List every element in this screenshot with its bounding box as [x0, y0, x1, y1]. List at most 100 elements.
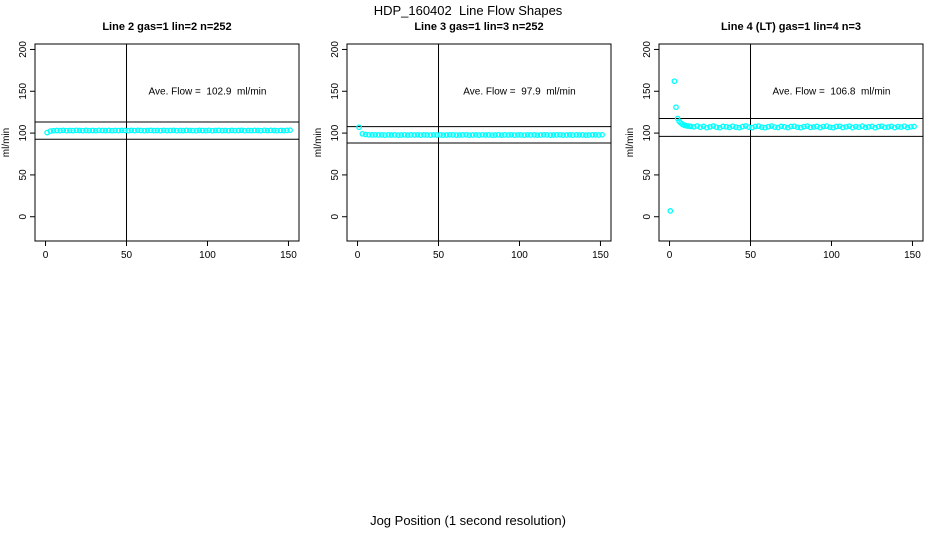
data-point — [427, 132, 434, 138]
data-point — [76, 127, 83, 134]
data-point — [267, 127, 274, 134]
data-point — [836, 123, 843, 130]
x-axis-label: Jog Position (1 second resolution) — [370, 513, 566, 528]
data-point — [203, 127, 209, 134]
data-point — [739, 123, 746, 130]
data-point — [576, 132, 583, 138]
data-point — [830, 124, 836, 131]
data-point — [515, 132, 521, 138]
data-point — [502, 132, 508, 138]
data-point — [742, 123, 749, 129]
data-point — [128, 127, 135, 134]
data-point — [518, 132, 524, 138]
data-point — [92, 127, 99, 134]
data-point — [366, 131, 372, 138]
data-point — [398, 132, 405, 138]
data-point — [537, 132, 544, 138]
data-point — [791, 123, 798, 130]
data-point — [550, 132, 557, 138]
y-tick-label: 100 — [642, 124, 653, 141]
data-point — [258, 127, 264, 134]
data-point — [801, 123, 807, 130]
x-tick-label: 150 — [280, 250, 297, 261]
data-point — [63, 127, 70, 134]
ave-flow-annotation: Ave. Flow = 106.8 ml/min — [773, 87, 891, 98]
data-point — [485, 132, 492, 138]
data-point — [459, 132, 466, 138]
data-point — [245, 127, 251, 134]
data-point — [378, 132, 385, 138]
data-point — [573, 131, 580, 138]
data-point — [794, 124, 801, 131]
data-point — [141, 127, 148, 134]
data-point — [472, 132, 479, 138]
data-point — [193, 127, 200, 134]
data-point — [463, 131, 469, 138]
data-point — [697, 124, 704, 131]
data-point — [362, 131, 369, 138]
plot-box — [658, 43, 924, 242]
data-point — [540, 131, 547, 138]
data-point — [112, 127, 119, 134]
data-point — [118, 127, 125, 134]
data-point — [421, 132, 427, 138]
y-axis-title: ml/min — [1, 128, 12, 157]
data-point — [755, 123, 762, 129]
panel-line2-title: Line 2 gas=1 lin=2 n=252 — [102, 21, 232, 33]
data-point — [820, 123, 827, 130]
data-point — [222, 127, 229, 134]
data-point — [579, 132, 586, 138]
data-point — [781, 124, 788, 130]
data-point — [807, 124, 814, 131]
data-point — [70, 127, 76, 134]
data-point — [385, 131, 392, 138]
data-point — [277, 127, 284, 134]
panel-line3: Line 3 gas=1 lin=3 n=252 0 50 100 150 0 50 100… — [312, 0, 624, 270]
data-point — [408, 132, 414, 138]
data-point — [788, 123, 794, 130]
data-point — [524, 131, 531, 138]
data-point — [241, 127, 248, 134]
data-point — [758, 124, 765, 131]
x-tick-label: 100 — [823, 250, 840, 261]
data-point — [856, 124, 862, 131]
data-point — [232, 127, 238, 134]
data-point — [904, 124, 911, 131]
data-point — [775, 124, 781, 131]
data-point — [814, 123, 820, 130]
data-point — [817, 124, 824, 131]
data-point — [228, 127, 235, 134]
y-tick-label: 50 — [642, 169, 653, 181]
data-point — [261, 127, 268, 134]
x-tick-label: 100 — [511, 250, 528, 261]
data-point — [167, 127, 174, 134]
data-point — [762, 124, 768, 131]
data-point — [469, 132, 476, 138]
y-tick-label: 200 — [330, 41, 341, 58]
data-point — [495, 131, 502, 138]
ave-flow-annotation: Ave. Flow = 97.9 ml/min — [463, 87, 575, 98]
data-point — [557, 131, 563, 138]
data-point — [440, 132, 447, 138]
data-point — [797, 124, 804, 131]
panel-line4: Line 4 (LT) gas=1 lin=4 n=3 0 50 100 150 0 50… — [624, 0, 936, 270]
data-point — [388, 132, 395, 138]
y-tick-label: 150 — [18, 82, 29, 99]
data-point — [89, 127, 96, 134]
data-point — [885, 124, 892, 130]
panel-line4-title: Line 4 (LT) gas=1 lin=4 n=3 — [720, 21, 862, 33]
data-point — [563, 132, 570, 138]
data-point — [96, 127, 102, 134]
data-point — [443, 132, 450, 138]
data-point — [209, 127, 216, 134]
data-point — [489, 132, 495, 138]
data-point — [157, 127, 164, 134]
data-point — [878, 123, 885, 130]
data-point — [274, 127, 280, 134]
panel-line2-plot: 0 50 100 150 0 50 100 150 200 ml/min Ave. Flow = 1… — [1, 41, 300, 261]
data-point — [765, 123, 772, 130]
data-point — [898, 124, 904, 130]
y-tick-label: 0 — [330, 214, 341, 220]
data-point — [219, 127, 225, 134]
data-point — [911, 123, 917, 130]
